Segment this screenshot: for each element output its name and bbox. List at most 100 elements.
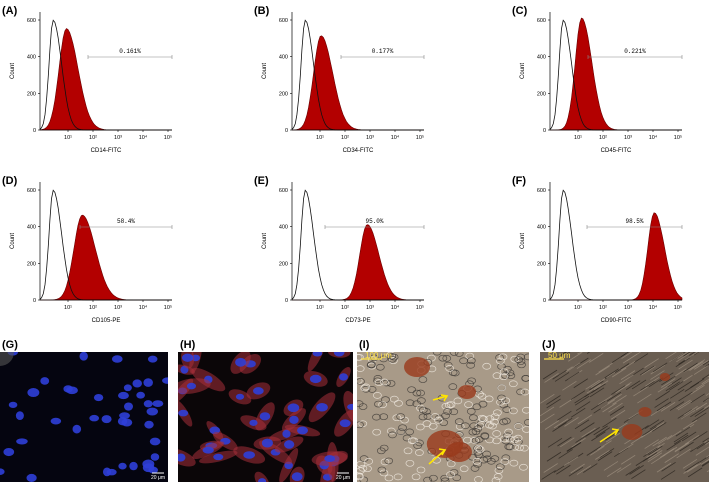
scale-bar-label: 50 μm (548, 351, 571, 360)
nucleus (0, 468, 5, 476)
fiber (637, 393, 652, 404)
cell (357, 353, 364, 361)
cell (440, 474, 450, 482)
nucleus (146, 407, 159, 416)
gate-line (586, 225, 683, 229)
cell (438, 354, 448, 362)
fiber (610, 409, 626, 420)
y-tick-label: 600 (279, 18, 288, 24)
fiber (644, 439, 659, 449)
nucleus (119, 412, 130, 419)
fiber (631, 469, 646, 480)
cell (357, 365, 365, 372)
nucleus (142, 459, 155, 469)
nucleus (132, 379, 142, 388)
fiber (694, 407, 709, 417)
fiber (559, 352, 568, 357)
cell (418, 406, 428, 414)
fiber (619, 374, 634, 385)
panel-label: (H) (180, 339, 196, 351)
fiber (547, 438, 563, 448)
fiber (661, 375, 676, 386)
cell (439, 419, 449, 427)
cell (393, 473, 403, 481)
cell (405, 428, 414, 436)
y-axis-label: Count (10, 233, 16, 249)
cell (466, 357, 476, 365)
fiber (600, 399, 616, 409)
nucleus (15, 411, 24, 420)
cell (516, 358, 526, 365)
y-tick-label: 0 (285, 298, 288, 304)
nucleus (284, 440, 295, 449)
fiber (651, 454, 666, 465)
nucleus (79, 352, 88, 361)
fiber (576, 359, 592, 369)
fiber (656, 462, 672, 473)
fiber (577, 414, 593, 425)
cell (499, 373, 509, 381)
fiber (690, 442, 705, 453)
fiber (598, 362, 613, 373)
cell (495, 463, 505, 471)
cell (479, 415, 488, 423)
y-tick-label: 200 (27, 91, 36, 97)
fiber (662, 446, 678, 457)
fiber (677, 380, 692, 391)
stained-nodule (446, 442, 472, 462)
fiber (542, 369, 558, 380)
cell (461, 422, 470, 430)
nucleus (253, 387, 264, 395)
cell (441, 412, 450, 420)
fiber (603, 461, 619, 471)
nucleus (102, 467, 112, 477)
fiber (678, 359, 693, 370)
fiber (543, 463, 558, 473)
panel-label: (A) (2, 5, 18, 17)
cell (367, 356, 377, 363)
fiber (683, 352, 691, 357)
fiber (644, 419, 660, 430)
fiber (702, 437, 709, 443)
stained-nodule (659, 373, 671, 381)
cell (423, 476, 432, 482)
nucleus (339, 419, 351, 428)
fiber (689, 361, 704, 371)
cell (504, 428, 513, 436)
arrow (432, 394, 449, 402)
fiber (674, 442, 689, 453)
nucleus (324, 455, 336, 462)
cell (417, 397, 426, 404)
cell (509, 459, 519, 467)
fiber (586, 446, 602, 456)
fiber (590, 445, 605, 456)
fiber (557, 436, 572, 447)
x-tick-label: 10² (599, 305, 607, 311)
fiber (676, 399, 691, 410)
fiber (656, 401, 672, 412)
fiber (614, 447, 629, 457)
fiber (676, 352, 691, 363)
background (540, 352, 709, 482)
cell (379, 413, 389, 421)
cell (411, 473, 421, 481)
fiber (690, 393, 705, 404)
cell (405, 459, 415, 467)
fiber (640, 380, 655, 391)
x-tick-label: 10² (89, 135, 97, 141)
cell (407, 437, 417, 445)
x-tick-label: 10³ (114, 135, 122, 141)
cell (403, 447, 413, 455)
y-tick-label: 600 (27, 18, 36, 24)
cell (412, 389, 422, 397)
fiber (655, 390, 670, 401)
fiber (619, 443, 634, 454)
fiber (573, 378, 588, 389)
fiber (696, 440, 709, 450)
cell (367, 361, 376, 368)
fiber (566, 362, 581, 373)
cell (388, 355, 397, 363)
x-axis-label: CD105-PE (92, 318, 121, 324)
nucleus (149, 437, 161, 446)
